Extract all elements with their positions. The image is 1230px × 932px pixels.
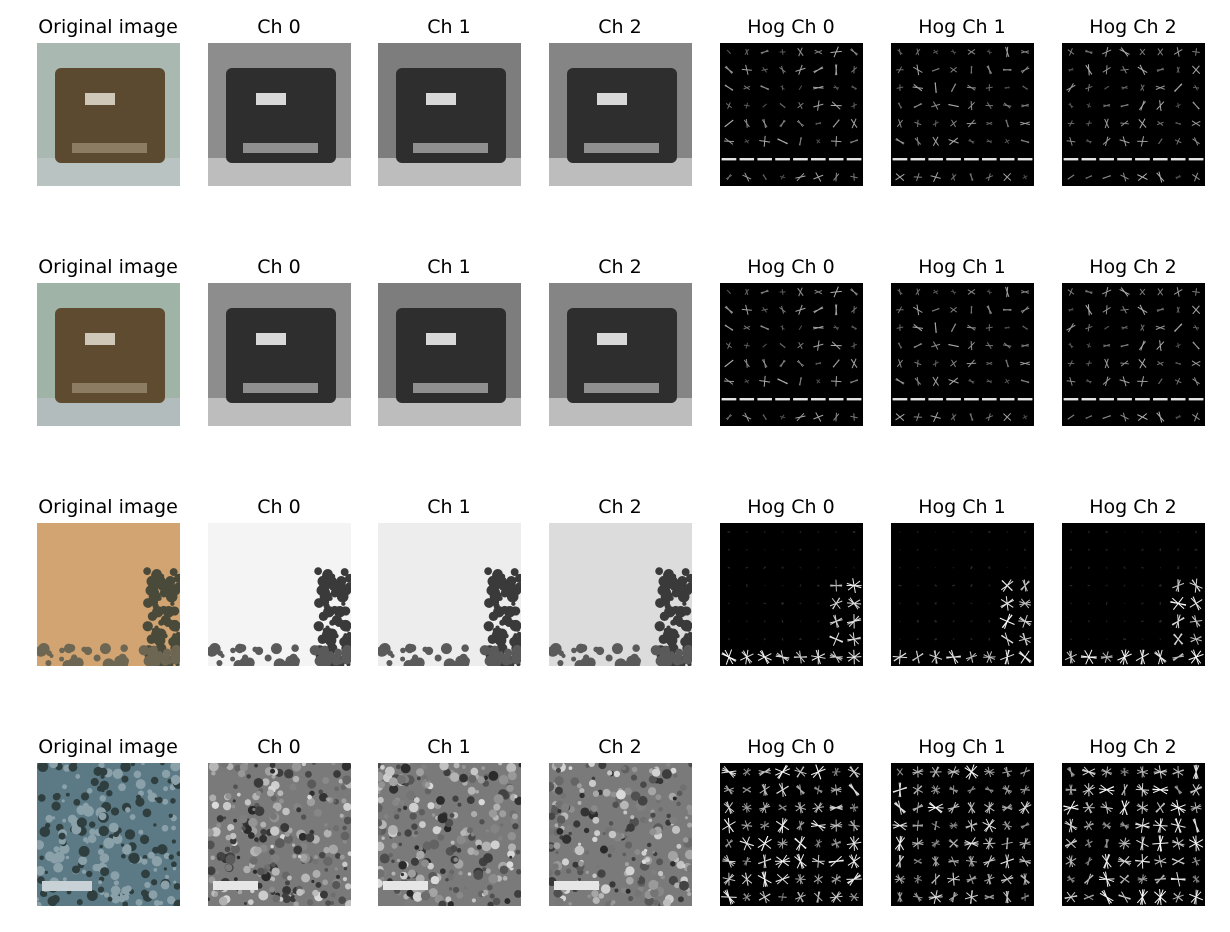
panel-title: Hog Ch 0 [747,256,835,278]
hog-image-panel [891,283,1034,426]
panel-image [891,43,1034,186]
hog-image-panel [720,283,863,426]
panel-image [1062,283,1205,426]
panel-title: Ch 0 [257,496,301,518]
panel-title: Hog Ch 2 [1089,256,1177,278]
panel-title: Ch 2 [598,16,642,38]
panel-image [720,523,863,666]
panel-title: Hog Ch 1 [918,496,1006,518]
panel-title: Ch 1 [427,256,471,278]
panel-image [1062,763,1205,906]
channel-image-panel [549,523,692,666]
panel-title: Ch 0 [257,256,301,278]
panel-image [549,283,692,426]
panel-title: Ch 2 [598,496,642,518]
panel-title: Hog Ch 1 [918,256,1006,278]
panel-title: Hog Ch 0 [747,16,835,38]
hog-image-panel [891,43,1034,186]
hog-image-panel [720,43,863,186]
original-image-panel [37,763,180,906]
channel-image-panel [208,283,351,426]
hog-image-panel [1062,763,1205,906]
panel-title: Original image [38,16,178,38]
panel-title: Ch 1 [427,16,471,38]
channel-image-panel [378,763,521,906]
panel-image [37,43,180,186]
panel-image [549,763,692,906]
channel-image-panel [378,283,521,426]
panel-title: Hog Ch 2 [1089,736,1177,758]
panel-title: Hog Ch 1 [918,736,1006,758]
hog-image-panel [891,763,1034,906]
hog-image-panel [720,523,863,666]
panel-title: Ch 2 [598,256,642,278]
panel-title: Ch 2 [598,736,642,758]
panel-image [208,763,351,906]
panel-title: Hog Ch 0 [747,496,835,518]
channel-image-panel [208,523,351,666]
hog-image-panel [1062,523,1205,666]
hog-image-panel [720,763,863,906]
panel-title: Hog Ch 1 [918,16,1006,38]
hog-image-panel [1062,43,1205,186]
panel-title: Ch 1 [427,736,471,758]
panel-image [208,43,351,186]
original-image-panel [37,43,180,186]
panel-image [37,763,180,906]
channel-image-panel [549,763,692,906]
original-image-panel [37,283,180,426]
original-image-panel [37,523,180,666]
panel-image [37,523,180,666]
panel-image [37,283,180,426]
panel-title: Hog Ch 2 [1089,16,1177,38]
channel-image-panel [208,763,351,906]
panel-image [891,763,1034,906]
panel-image [720,43,863,186]
panel-image [720,283,863,426]
panel-image [378,523,521,666]
channel-image-panel [378,43,521,186]
panel-image [1062,523,1205,666]
panel-image [378,283,521,426]
panel-image [378,763,521,906]
panel-title: Original image [38,736,178,758]
panel-title: Hog Ch 2 [1089,496,1177,518]
panel-title: Hog Ch 0 [747,736,835,758]
panel-title: Original image [38,256,178,278]
channel-image-panel [378,523,521,666]
panel-title: Ch 0 [257,736,301,758]
panel-title: Ch 0 [257,16,301,38]
panel-image [1062,43,1205,186]
panel-image [891,283,1034,426]
panel-image [208,283,351,426]
panel-image [208,523,351,666]
panel-image [549,523,692,666]
panel-image [891,523,1034,666]
panel-image [720,763,863,906]
hog-image-panel [1062,283,1205,426]
channel-image-panel [549,43,692,186]
panel-image [378,43,521,186]
panel-image [549,43,692,186]
panel-title: Ch 1 [427,496,471,518]
hog-image-panel [891,523,1034,666]
panel-title: Original image [38,496,178,518]
channel-image-panel [208,43,351,186]
channel-image-panel [549,283,692,426]
